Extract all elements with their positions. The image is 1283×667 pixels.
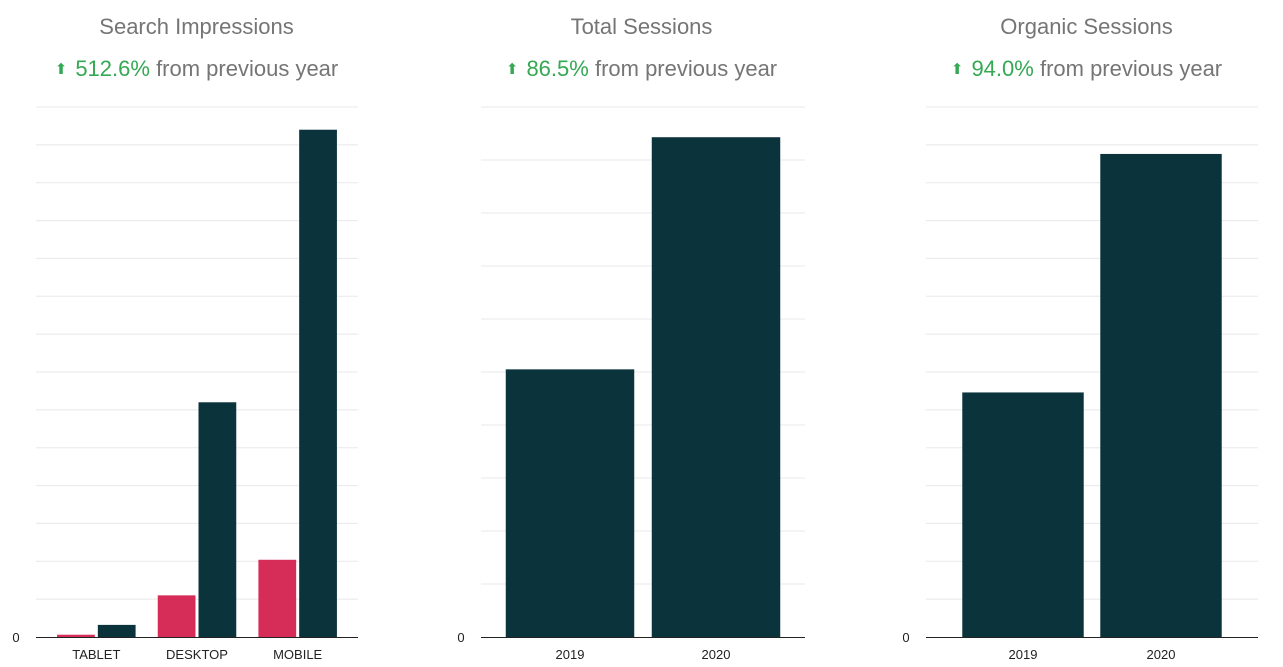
chart-title: Search Impressions [99, 14, 294, 39]
chart-title: Organic Sessions [1000, 14, 1173, 39]
bar-2019 [962, 392, 1084, 637]
change-label: from previous year [156, 56, 339, 81]
yoy-change: ⬆ 94.0% from previous year [890, 56, 1283, 82]
chart-title: Total Sessions [570, 14, 713, 39]
chart-panel-organic-sessions: Organic Sessions ⬆ 94.0% from previous ye… [890, 0, 1283, 667]
y-tick-label-zero: 0 [12, 630, 19, 645]
bar-chart-organic-sessions: 2019 2020 0 [902, 106, 1258, 662]
bar-desktop [198, 402, 237, 637]
arrow-up-icon: ⬆ [950, 61, 964, 78]
bar-2020 [1100, 153, 1222, 637]
bar-desktop [157, 595, 196, 637]
x-tick-label: 2019 [1009, 647, 1038, 662]
chart-panel-search-impressions: Search Impressions ⬆ 512.6% from previous… [0, 0, 393, 667]
chart-panel-total-sessions: Total Sessions ⬆ 86.5% from previous year… [445, 0, 838, 667]
change-percent: 94.0% [971, 56, 1034, 81]
change-percent: 512.6% [75, 56, 150, 81]
arrow-up-icon: ⬆ [54, 61, 68, 78]
bar-tablet [57, 634, 95, 637]
yoy-change: ⬆ 512.6% from previous year [0, 56, 393, 82]
bar-mobile [258, 559, 297, 637]
x-tick-label: TABLET [72, 647, 120, 662]
x-tick-label: DESKTOP [166, 647, 228, 662]
bar-chart-total-sessions: 2019 2020 0 [457, 106, 805, 662]
arrow-up-icon: ⬆ [505, 61, 519, 78]
bar-mobile [299, 129, 337, 637]
x-tick-label: 2020 [1147, 647, 1176, 662]
x-tick-label: MOBILE [273, 647, 322, 662]
bar-2020 [651, 137, 781, 637]
yoy-change: ⬆ 86.5% from previous year [445, 56, 838, 82]
x-tick-label: 2020 [702, 647, 731, 662]
bar-tablet [97, 624, 136, 637]
y-tick-label-zero: 0 [457, 630, 464, 645]
change-label: from previous year [594, 56, 778, 81]
change-label: from previous year [1039, 56, 1223, 81]
y-tick-label-zero: 0 [902, 630, 909, 645]
x-tick-label: 2019 [556, 647, 585, 662]
bar-chart-search-impressions: TABLET DESKTOP MOBILE 0 [12, 106, 358, 662]
change-percent: 86.5% [526, 56, 589, 81]
bar-2019 [505, 369, 635, 637]
